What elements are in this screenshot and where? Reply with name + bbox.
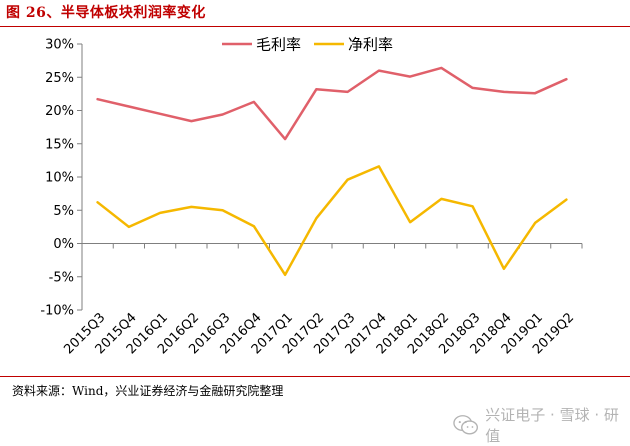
y-tick-label: -10% [40,304,74,319]
chart-legend: 毛利率 净利率 [222,36,393,54]
wechat-logo-icon [453,415,478,435]
legend-label-1: 毛利率 [256,36,301,54]
watermark-text: 兴证电子 · 雪球 · 研值 [485,406,619,445]
chart-axes [81,44,582,310]
y-axis-ticks: -10% -5% 0% 5% 10% 15% 20% 25% 30% [40,38,82,319]
title-divider [0,26,630,27]
y-tick-label: 10% [45,171,74,186]
y-tick-label: 20% [45,104,74,119]
y-tick-label: 15% [45,137,74,152]
series-line-1 [96,66,568,141]
y-tick-label: 5% [53,204,74,219]
x-axis-ticks: 2015Q32015Q42016Q12016Q22016Q32016Q42017… [61,243,583,357]
y-tick-label: -5% [49,270,74,285]
y-tick-label: 0% [53,237,74,252]
y-tick-label: 25% [45,71,74,86]
figure-title: 图 26、半导体板块利润率变化 [6,5,206,21]
watermark: 兴证电子 · 雪球 · 研值 [452,404,630,446]
chart-series [96,66,568,277]
series-line-2 [96,165,568,277]
y-tick-label: 30% [45,38,74,53]
footer-divider [0,376,630,377]
source-note: 资料来源：Wind，兴业证券经济与金融研究院整理 [12,384,284,398]
legend-label-2: 净利率 [348,36,393,54]
line-chart: -10% -5% 0% 5% 10% 15% 20% 25% 30% 2015Q32015Q42… [40,36,583,357]
